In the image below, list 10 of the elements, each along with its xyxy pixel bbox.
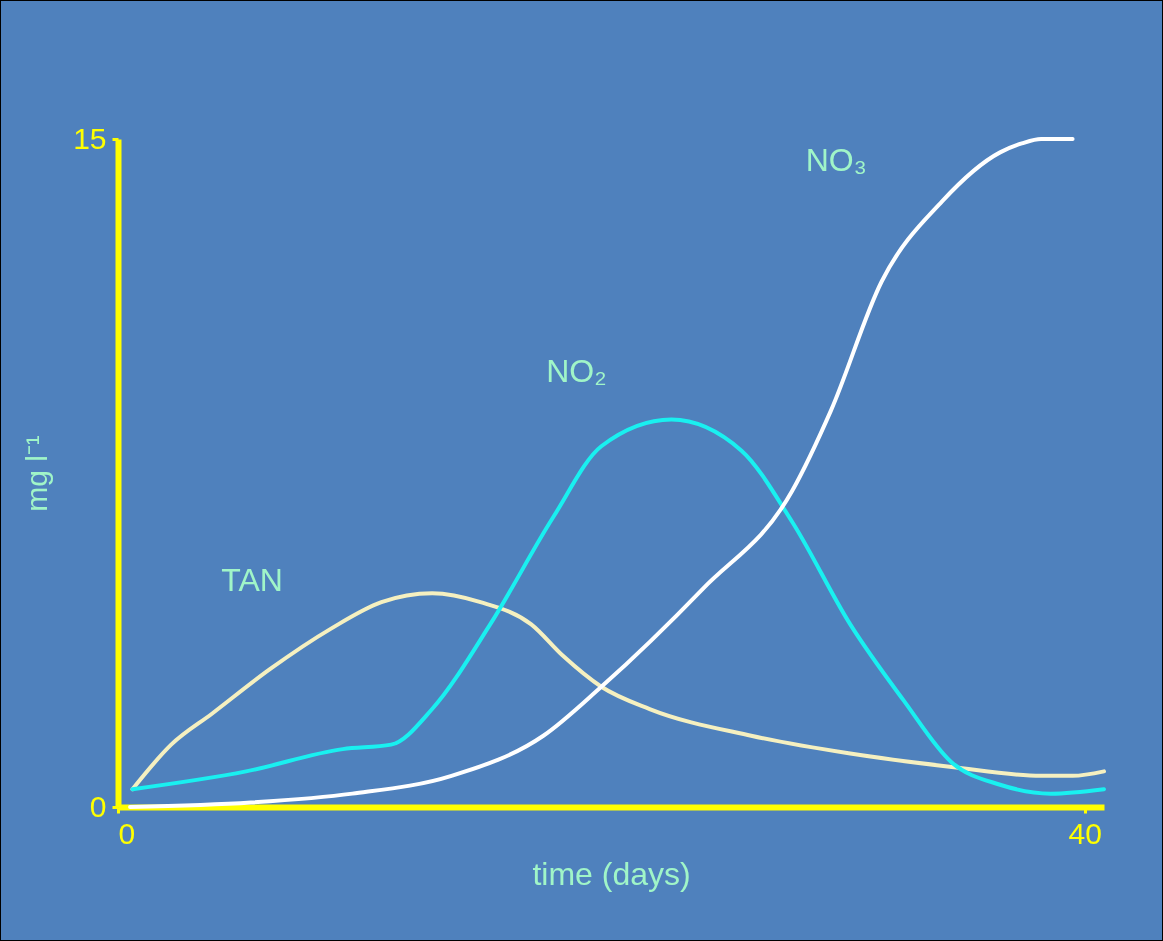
line-series (128, 137, 1075, 809)
y-axis-title: mg l⁻¹ (20, 435, 54, 512)
line-series (130, 591, 1106, 792)
series-label: NO₂ (546, 352, 607, 389)
y-tick-label: 15 (73, 121, 107, 155)
text: NO₃ (805, 142, 867, 178)
x-axis-title: time (days) (532, 855, 691, 892)
line-series (130, 417, 1106, 796)
series-label: TAN (221, 562, 283, 599)
x-tick-label: 40 (1068, 816, 1102, 850)
